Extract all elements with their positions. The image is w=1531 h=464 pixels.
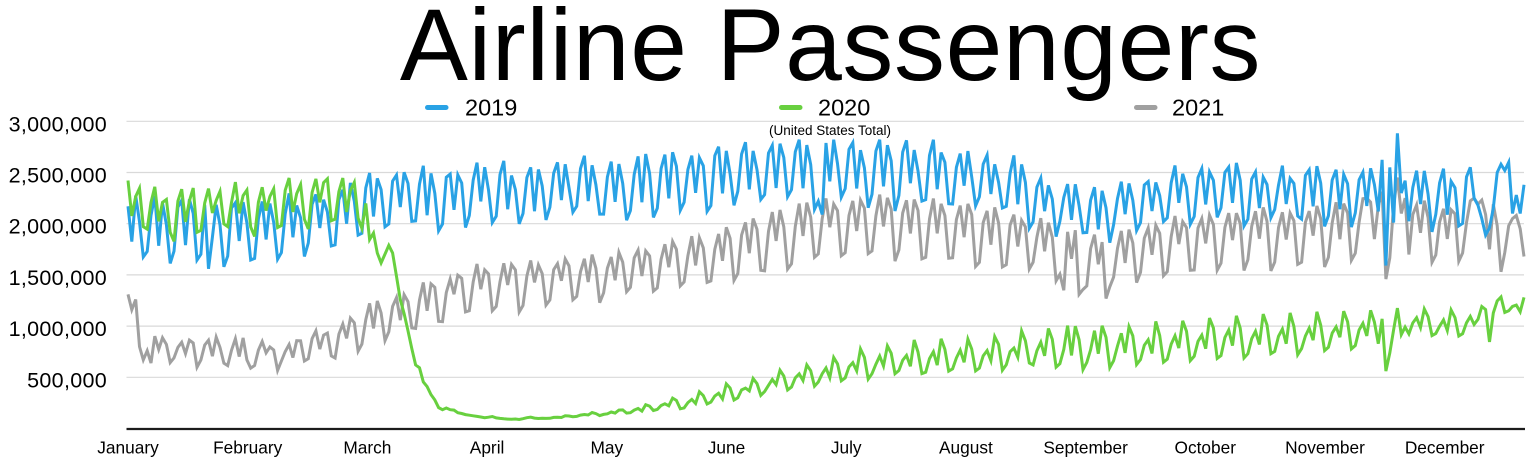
svg-text:2020: 2020 (818, 95, 870, 121)
svg-text:June: June (708, 438, 745, 458)
svg-text:1,000,000: 1,000,000 (9, 317, 107, 341)
svg-text:October: October (1175, 438, 1237, 458)
svg-text:May: May (590, 438, 623, 458)
svg-text:December: December (1405, 438, 1485, 458)
svg-text:July: July (831, 438, 862, 458)
svg-text:Airline Passengers: Airline Passengers (400, 0, 1261, 102)
svg-text:3,000,000: 3,000,000 (9, 112, 107, 136)
svg-text:September: September (1043, 438, 1128, 458)
svg-text:2019: 2019 (465, 95, 517, 121)
svg-text:2,500,000: 2,500,000 (9, 164, 107, 188)
svg-text:(United States Total): (United States Total) (769, 123, 891, 138)
svg-text:August: August (939, 438, 993, 458)
svg-text:April: April (470, 438, 505, 458)
svg-text:November: November (1285, 438, 1365, 458)
svg-text:March: March (343, 438, 391, 458)
svg-text:1,500,000: 1,500,000 (9, 266, 107, 290)
svg-text:2,000,000: 2,000,000 (9, 215, 107, 239)
svg-text:2021: 2021 (1172, 95, 1224, 121)
svg-text:February: February (213, 438, 283, 458)
svg-text:January: January (97, 438, 159, 458)
svg-text:500,000: 500,000 (27, 368, 107, 392)
